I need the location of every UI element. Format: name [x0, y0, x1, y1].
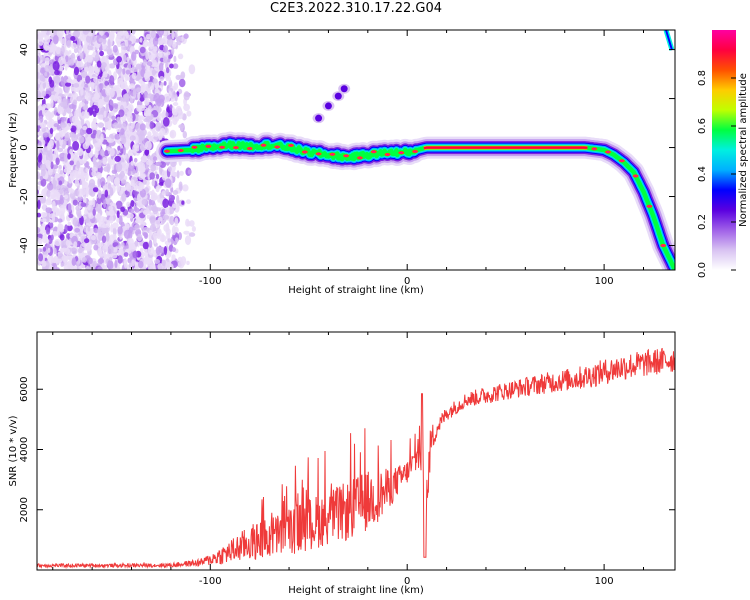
colorbar-ticks: 0.0 0.2 0.4 0.6 0.8: [697, 70, 736, 278]
spectrogram-x-tick-label: 0: [404, 276, 410, 287]
snr-x-tick-label: 0: [404, 576, 410, 587]
colorbar: 0.0 0.2 0.4 0.6 0.8 Normalized spectral ampl…: [697, 30, 749, 278]
snr-y-tick-label: 6000: [19, 377, 30, 402]
spectrogram-y-tick-label: 0: [19, 144, 30, 150]
spectrogram-x-tick-label: 100: [595, 276, 614, 287]
spectrogram-x-ticks: -100 0 100: [52, 30, 644, 287]
spectrogram-signal-track: [156, 30, 675, 270]
secondary-blob-core: [324, 102, 332, 110]
spectrogram-y-tick-label: -40: [19, 237, 30, 253]
spectrogram-y-tick-label: 40: [19, 43, 30, 56]
snr-x-axis-label: Height of straight line (km): [288, 585, 424, 596]
spectrogram-y-ticks: -40 -20 0 20 40: [19, 43, 675, 254]
spectrogram-panel: -100 0 100 -40 -20 0 20 40 Height of straight …: [8, 29, 676, 296]
snr-panel: -100 0 100 2000 4000 6000 Height of straight…: [8, 331, 676, 596]
colorbar-tick-label: 0.4: [697, 166, 708, 182]
colorbar-gradient: [712, 30, 736, 270]
colorbar-tick-label: 0.8: [697, 70, 708, 86]
colorbar-label: Normalized spectral amplitude: [738, 73, 749, 227]
spectrogram-y-tick-label: 20: [19, 92, 30, 105]
colorbar-tick-label: 0.0: [697, 262, 708, 278]
snr-y-axis-label: SNR (10 * v/v): [8, 415, 19, 486]
snr-x-ticks: -100 0 100: [52, 332, 644, 587]
spectrogram-y-axis-label: Frequency (Hz): [8, 112, 19, 188]
page-title: C2E3.2022.310.17.22.G04: [269, 1, 443, 16]
spectrogram-y-tick-label: -20: [19, 188, 30, 204]
snr-y-tick-label: 2000: [19, 497, 30, 522]
secondary-blob-core: [340, 85, 348, 93]
snr-y-tick-label: 4000: [19, 437, 30, 462]
spectrogram-secondary-blobs: [312, 83, 351, 124]
spectrogram-x-axis-label: Height of straight line (km): [288, 285, 424, 296]
colorbar-tick-label: 0.6: [697, 118, 708, 134]
snr-x-tick-label: 100: [595, 576, 614, 587]
spectrogram-x-tick-label: -100: [199, 276, 222, 287]
snr-series-line: [37, 347, 675, 570]
snr-y-ticks: 2000 4000 6000: [19, 377, 675, 522]
spectrogram-frame: [36, 29, 676, 271]
secondary-blob-core: [334, 92, 342, 100]
snr-frame: [36, 331, 676, 571]
snr-background: [37, 332, 675, 570]
colorbar-tick-label: 0.2: [697, 214, 708, 230]
secondary-blob-core: [315, 114, 323, 122]
snr-x-tick-label: -100: [199, 576, 222, 587]
